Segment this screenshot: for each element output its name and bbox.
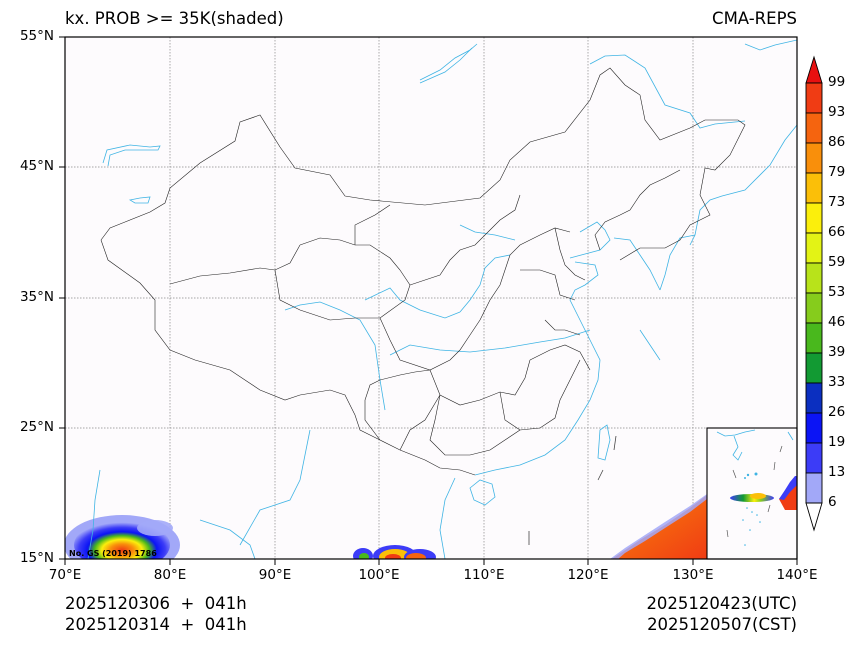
- valid-time-cst: 2025120507(CST): [647, 615, 797, 634]
- y-tick-label: 55°N: [19, 28, 54, 44]
- x-tick-label: 130°E: [672, 567, 714, 583]
- probability-shading: [65, 494, 707, 559]
- colorbar-tick-label: 79: [828, 164, 846, 180]
- colorbar-under-arrow: [805, 502, 823, 532]
- valid-time-utc: 2025120423(UTC): [646, 594, 797, 613]
- colorbar-tick-label: 99: [828, 74, 846, 90]
- graticule: [65, 37, 797, 559]
- colorbar-tick-label: 66: [828, 224, 846, 240]
- x-tick-label: 120°E: [567, 567, 609, 583]
- colorbar-tick-label: 6: [828, 494, 837, 510]
- init-time-utc: 2025120306 + 041h: [65, 594, 247, 613]
- colorbar-tick-label: 73: [828, 194, 846, 210]
- y-tick-label: 25°N: [19, 419, 54, 435]
- colorbar-tick-label: 93: [828, 104, 846, 120]
- init-time-block: 2025120306 + 041h 2025120314 + 041h: [65, 593, 247, 635]
- colorbar-tick-label: 59: [828, 254, 846, 270]
- map-approval-number: No. GS (2019) 1786: [69, 549, 157, 558]
- model-name: CMA-REPS: [712, 9, 797, 28]
- x-tick-label: 110°E: [463, 567, 505, 583]
- x-tick-label: 100°E: [358, 567, 400, 583]
- colorbar-over-arrow: [805, 55, 823, 84]
- valid-time-block: 2025120423(UTC) 2025120507(CST): [646, 593, 797, 635]
- chart-title: kx. PROB >= 35K(shaded): [65, 9, 284, 28]
- colorbar-tick-label: 86: [828, 134, 846, 150]
- x-tick-label: 70°E: [48, 567, 82, 583]
- colorbar-tick-label: 13: [828, 464, 846, 480]
- y-tick-label: 35°N: [19, 289, 54, 305]
- colorbar-tick-label: 53: [828, 284, 846, 300]
- colorbar-tick-label: 26: [828, 404, 846, 420]
- colorbar-tick-label: 46: [828, 314, 846, 330]
- axis-ticks: [59, 36, 798, 565]
- x-tick-label: 140°E: [776, 567, 818, 583]
- province-borders: [100, 67, 746, 476]
- colorbar-tick-label: 39: [828, 344, 846, 360]
- colorbar-tick-label: 19: [828, 434, 846, 450]
- x-tick-label: 80°E: [153, 567, 187, 583]
- south-china-sea-inset: [706, 427, 798, 560]
- y-tick-label: 15°N: [19, 550, 54, 566]
- colorbar-tick-label: 33: [828, 374, 846, 390]
- y-tick-label: 45°N: [19, 158, 54, 174]
- colorbar: [805, 55, 823, 532]
- coastlines: [87, 39, 797, 559]
- x-tick-label: 90°E: [258, 567, 292, 583]
- init-time-cst: 2025120314 + 041h: [65, 615, 247, 634]
- island-markers: [528, 435, 617, 545]
